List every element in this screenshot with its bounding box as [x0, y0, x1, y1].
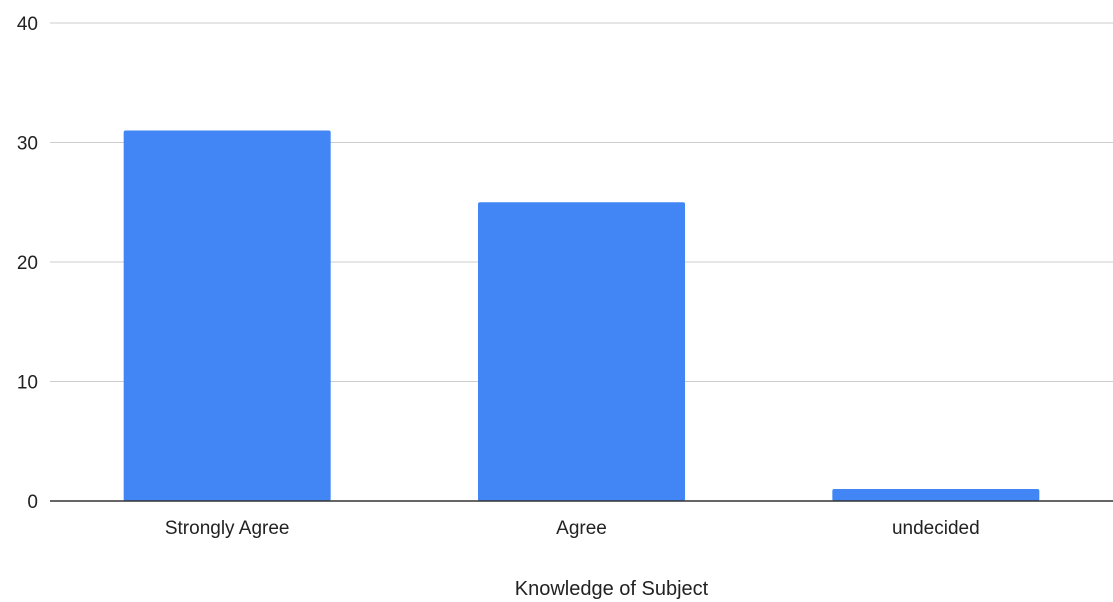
- y-tick-label: 20: [17, 253, 38, 274]
- x-axis-tick-labels: Strongly Agree Agree undecided: [165, 518, 980, 539]
- y-tick-label: 30: [17, 134, 38, 155]
- y-tick-label: 10: [17, 373, 38, 394]
- y-tick-label: 40: [17, 14, 38, 35]
- bar-undecided[interactable]: [832, 489, 1040, 501]
- y-tick-label: 0: [27, 492, 38, 513]
- bar-agree[interactable]: [478, 202, 685, 501]
- x-axis-title: Knowledge of Subject: [515, 578, 709, 600]
- x-tick-label: Agree: [556, 518, 607, 539]
- bars: [123, 130, 1040, 502]
- x-tick-label: Strongly Agree: [165, 518, 290, 539]
- x-tick-label: undecided: [892, 518, 980, 539]
- bar-strongly-agree[interactable]: [123, 130, 331, 502]
- y-axis-tick-labels: 0 10 20 30 40: [17, 14, 38, 513]
